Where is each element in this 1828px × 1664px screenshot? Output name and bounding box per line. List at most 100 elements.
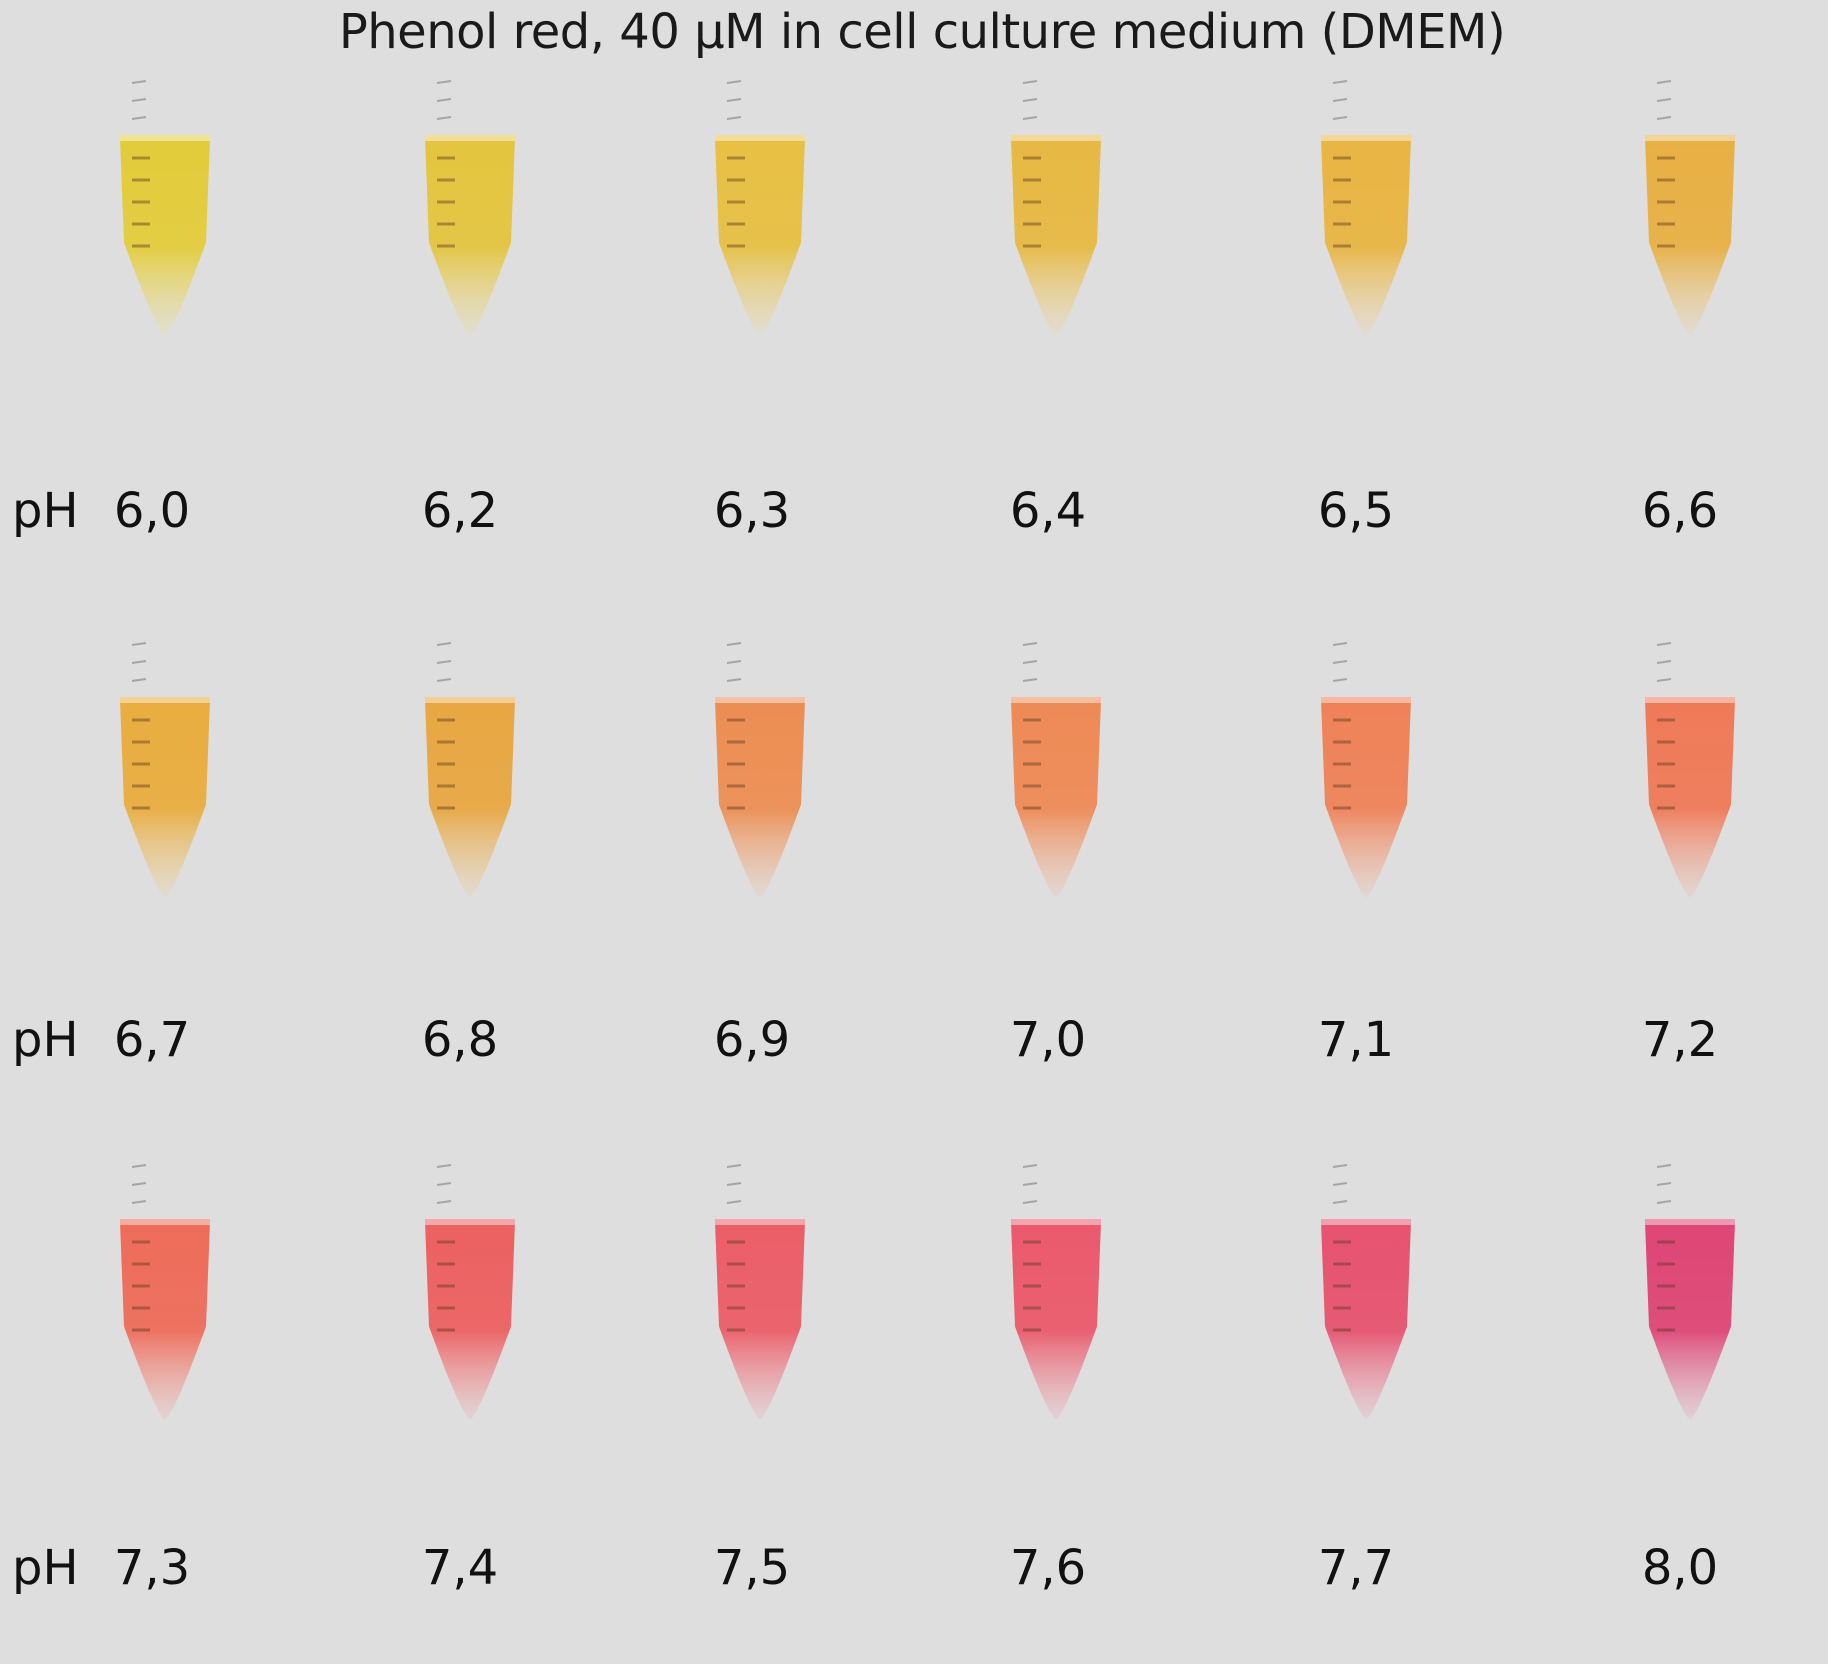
graduation-mark <box>1656 98 1672 102</box>
tube-liquid <box>425 138 515 336</box>
sample-tube <box>715 642 805 898</box>
sample-tube <box>425 1164 515 1420</box>
graduation-mark <box>436 642 452 646</box>
graduation-mark <box>436 1200 452 1204</box>
sample-tube <box>120 1164 210 1420</box>
ph-value-label: 6,0 <box>113 483 191 539</box>
sample-tube <box>1011 1164 1101 1420</box>
tube-liquid <box>1321 1222 1411 1420</box>
sample-tube <box>1011 80 1101 336</box>
tube-liquid <box>120 1222 210 1420</box>
figure-title: Phenol red, 40 μM in cell culture medium… <box>338 4 1506 60</box>
ph-value-label: 7,6 <box>1009 1540 1087 1596</box>
sample-tube <box>715 80 805 336</box>
graduation-mark <box>1332 660 1348 664</box>
graduation-mark <box>726 116 742 120</box>
graduation-mark <box>1022 98 1038 102</box>
graduation-mark <box>1022 116 1038 120</box>
graduation-mark <box>436 660 452 664</box>
tube-liquid <box>1645 700 1735 898</box>
graduation-mark <box>1656 116 1672 120</box>
graduation-mark <box>726 1182 742 1186</box>
ph-value-label: 6,3 <box>713 483 791 539</box>
tube-liquid <box>425 700 515 898</box>
tube-liquid <box>120 700 210 898</box>
graduation-mark <box>726 642 742 646</box>
sample-tube <box>1645 1164 1735 1420</box>
ph-value-label: 7,7 <box>1317 1540 1395 1596</box>
sample-tube <box>715 1164 805 1420</box>
sample-tube <box>120 642 210 898</box>
graduation-mark <box>1022 660 1038 664</box>
graduation-mark <box>726 660 742 664</box>
graduation-mark <box>131 1182 147 1186</box>
sample-tube <box>120 80 210 336</box>
tube-meniscus <box>425 1219 515 1225</box>
tube-meniscus <box>715 697 805 703</box>
ph-value-label: 7,3 <box>113 1540 191 1596</box>
tube-meniscus <box>1321 1219 1411 1225</box>
tube-liquid <box>1321 700 1411 898</box>
ph-value-label: 6,8 <box>421 1012 499 1068</box>
tube-liquid <box>715 138 805 336</box>
ph-value-label: 6,9 <box>713 1012 791 1068</box>
graduation-mark <box>131 98 147 102</box>
graduation-mark <box>131 1200 147 1204</box>
ph-prefix-label: pH <box>12 483 79 539</box>
graduation-mark <box>1656 660 1672 664</box>
graduation-mark <box>436 80 452 84</box>
graduation-mark <box>436 1164 452 1168</box>
graduation-mark <box>1332 1164 1348 1168</box>
graduation-mark <box>131 660 147 664</box>
graduation-mark <box>726 98 742 102</box>
graduation-mark <box>1332 642 1348 646</box>
graduation-mark <box>1332 98 1348 102</box>
tube-liquid <box>1011 1222 1101 1420</box>
sample-tube <box>1321 80 1411 336</box>
ph-value-label: 6,6 <box>1641 483 1719 539</box>
graduation-mark <box>436 1182 452 1186</box>
ph-value-label: 7,2 <box>1641 1012 1719 1068</box>
graduation-mark <box>1332 1200 1348 1204</box>
sample-tube <box>1321 642 1411 898</box>
graduation-mark <box>726 1200 742 1204</box>
graduation-mark <box>1022 1200 1038 1204</box>
sample-tube <box>1645 642 1735 898</box>
graduation-mark <box>436 678 452 682</box>
ph-value-label: 7,4 <box>421 1540 499 1596</box>
tube-meniscus <box>120 1219 210 1225</box>
graduation-mark <box>1656 678 1672 682</box>
graduation-mark <box>436 98 452 102</box>
ph-prefix-label: pH <box>12 1012 79 1068</box>
graduation-mark <box>436 116 452 120</box>
graduation-mark <box>1022 642 1038 646</box>
graduation-mark <box>1332 116 1348 120</box>
tube-meniscus <box>425 135 515 141</box>
graduation-mark <box>131 678 147 682</box>
graduation-mark <box>726 80 742 84</box>
tube-liquid <box>715 1222 805 1420</box>
sample-tube <box>425 80 515 336</box>
graduation-mark <box>1332 678 1348 682</box>
graduation-mark <box>1656 642 1672 646</box>
ph-value-label: 7,0 <box>1009 1012 1087 1068</box>
graduation-mark <box>1656 1200 1672 1204</box>
tube-liquid <box>1645 138 1735 336</box>
tube-meniscus <box>1645 697 1735 703</box>
graduation-mark <box>726 1164 742 1168</box>
tube-meniscus <box>715 1219 805 1225</box>
tube-meniscus <box>1011 697 1101 703</box>
tube-meniscus <box>425 697 515 703</box>
tube-meniscus <box>120 135 210 141</box>
ph-prefix-label: pH <box>12 1540 79 1596</box>
tube-meniscus <box>120 697 210 703</box>
graduation-mark <box>1022 80 1038 84</box>
tube-meniscus <box>1645 135 1735 141</box>
graduation-mark <box>1022 1182 1038 1186</box>
tube-liquid <box>1011 700 1101 898</box>
tube-meniscus <box>1011 135 1101 141</box>
graduation-mark <box>1656 80 1672 84</box>
sample-tube <box>1645 80 1735 336</box>
graduation-mark <box>131 116 147 120</box>
